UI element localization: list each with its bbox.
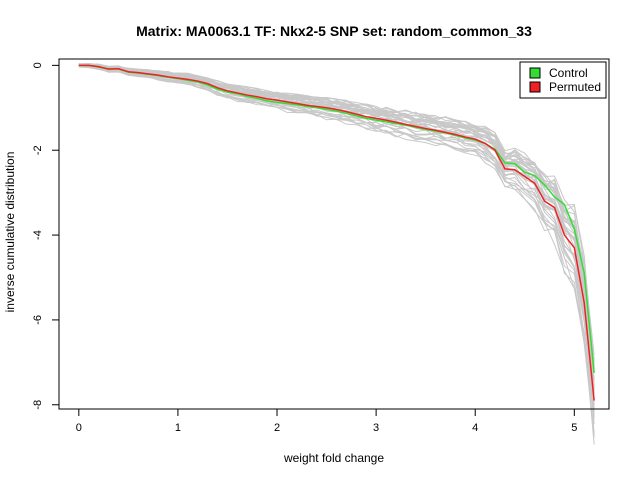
x-tick-label: 0 <box>76 422 82 434</box>
legend-swatch <box>529 81 541 93</box>
background-line <box>78 63 595 388</box>
x-tick-label: 5 <box>571 422 577 434</box>
background-line <box>78 63 595 356</box>
legend-label: Control <box>549 66 588 80</box>
y-tick-label: -6 <box>32 315 44 325</box>
legend-swatch <box>529 67 541 79</box>
background-line <box>78 66 595 434</box>
background-line <box>78 64 595 390</box>
x-tick-label: 2 <box>274 422 280 434</box>
background-line <box>78 66 595 433</box>
background-line <box>78 63 595 392</box>
background-lines <box>78 63 595 445</box>
y-axis: 0 -2 -4 -6 -8 <box>32 62 60 410</box>
y-tick-label: -2 <box>32 145 44 155</box>
series-line-control <box>78 64 595 374</box>
background-line <box>78 64 595 391</box>
x-tick-label: 4 <box>472 422 478 434</box>
x-tick-label: 1 <box>175 422 181 434</box>
y-tick-label: 0 <box>32 62 44 68</box>
background-line <box>78 63 595 369</box>
background-line <box>78 64 595 416</box>
y-axis-label: inverse cumulative distribution <box>3 152 17 313</box>
series-line-permuted <box>78 64 595 401</box>
background-line <box>78 66 595 438</box>
y-tick-label: -4 <box>32 230 44 240</box>
background-line <box>78 65 595 436</box>
x-tick-label: 3 <box>373 422 379 434</box>
legend-label: Permuted <box>549 80 601 94</box>
background-line <box>78 64 595 386</box>
y-tick-label: -8 <box>32 400 44 410</box>
background-line <box>78 64 595 395</box>
x-axis: 0 1 2 3 4 5 <box>76 408 577 434</box>
background-line <box>78 65 595 418</box>
chart-title: Matrix: MA0063.1 TF: Nkx2-5 SNP set: ran… <box>136 23 532 39</box>
x-axis-label: weight fold change <box>283 451 384 465</box>
background-line <box>78 66 595 445</box>
series-lines <box>78 64 595 401</box>
background-line <box>78 63 595 392</box>
